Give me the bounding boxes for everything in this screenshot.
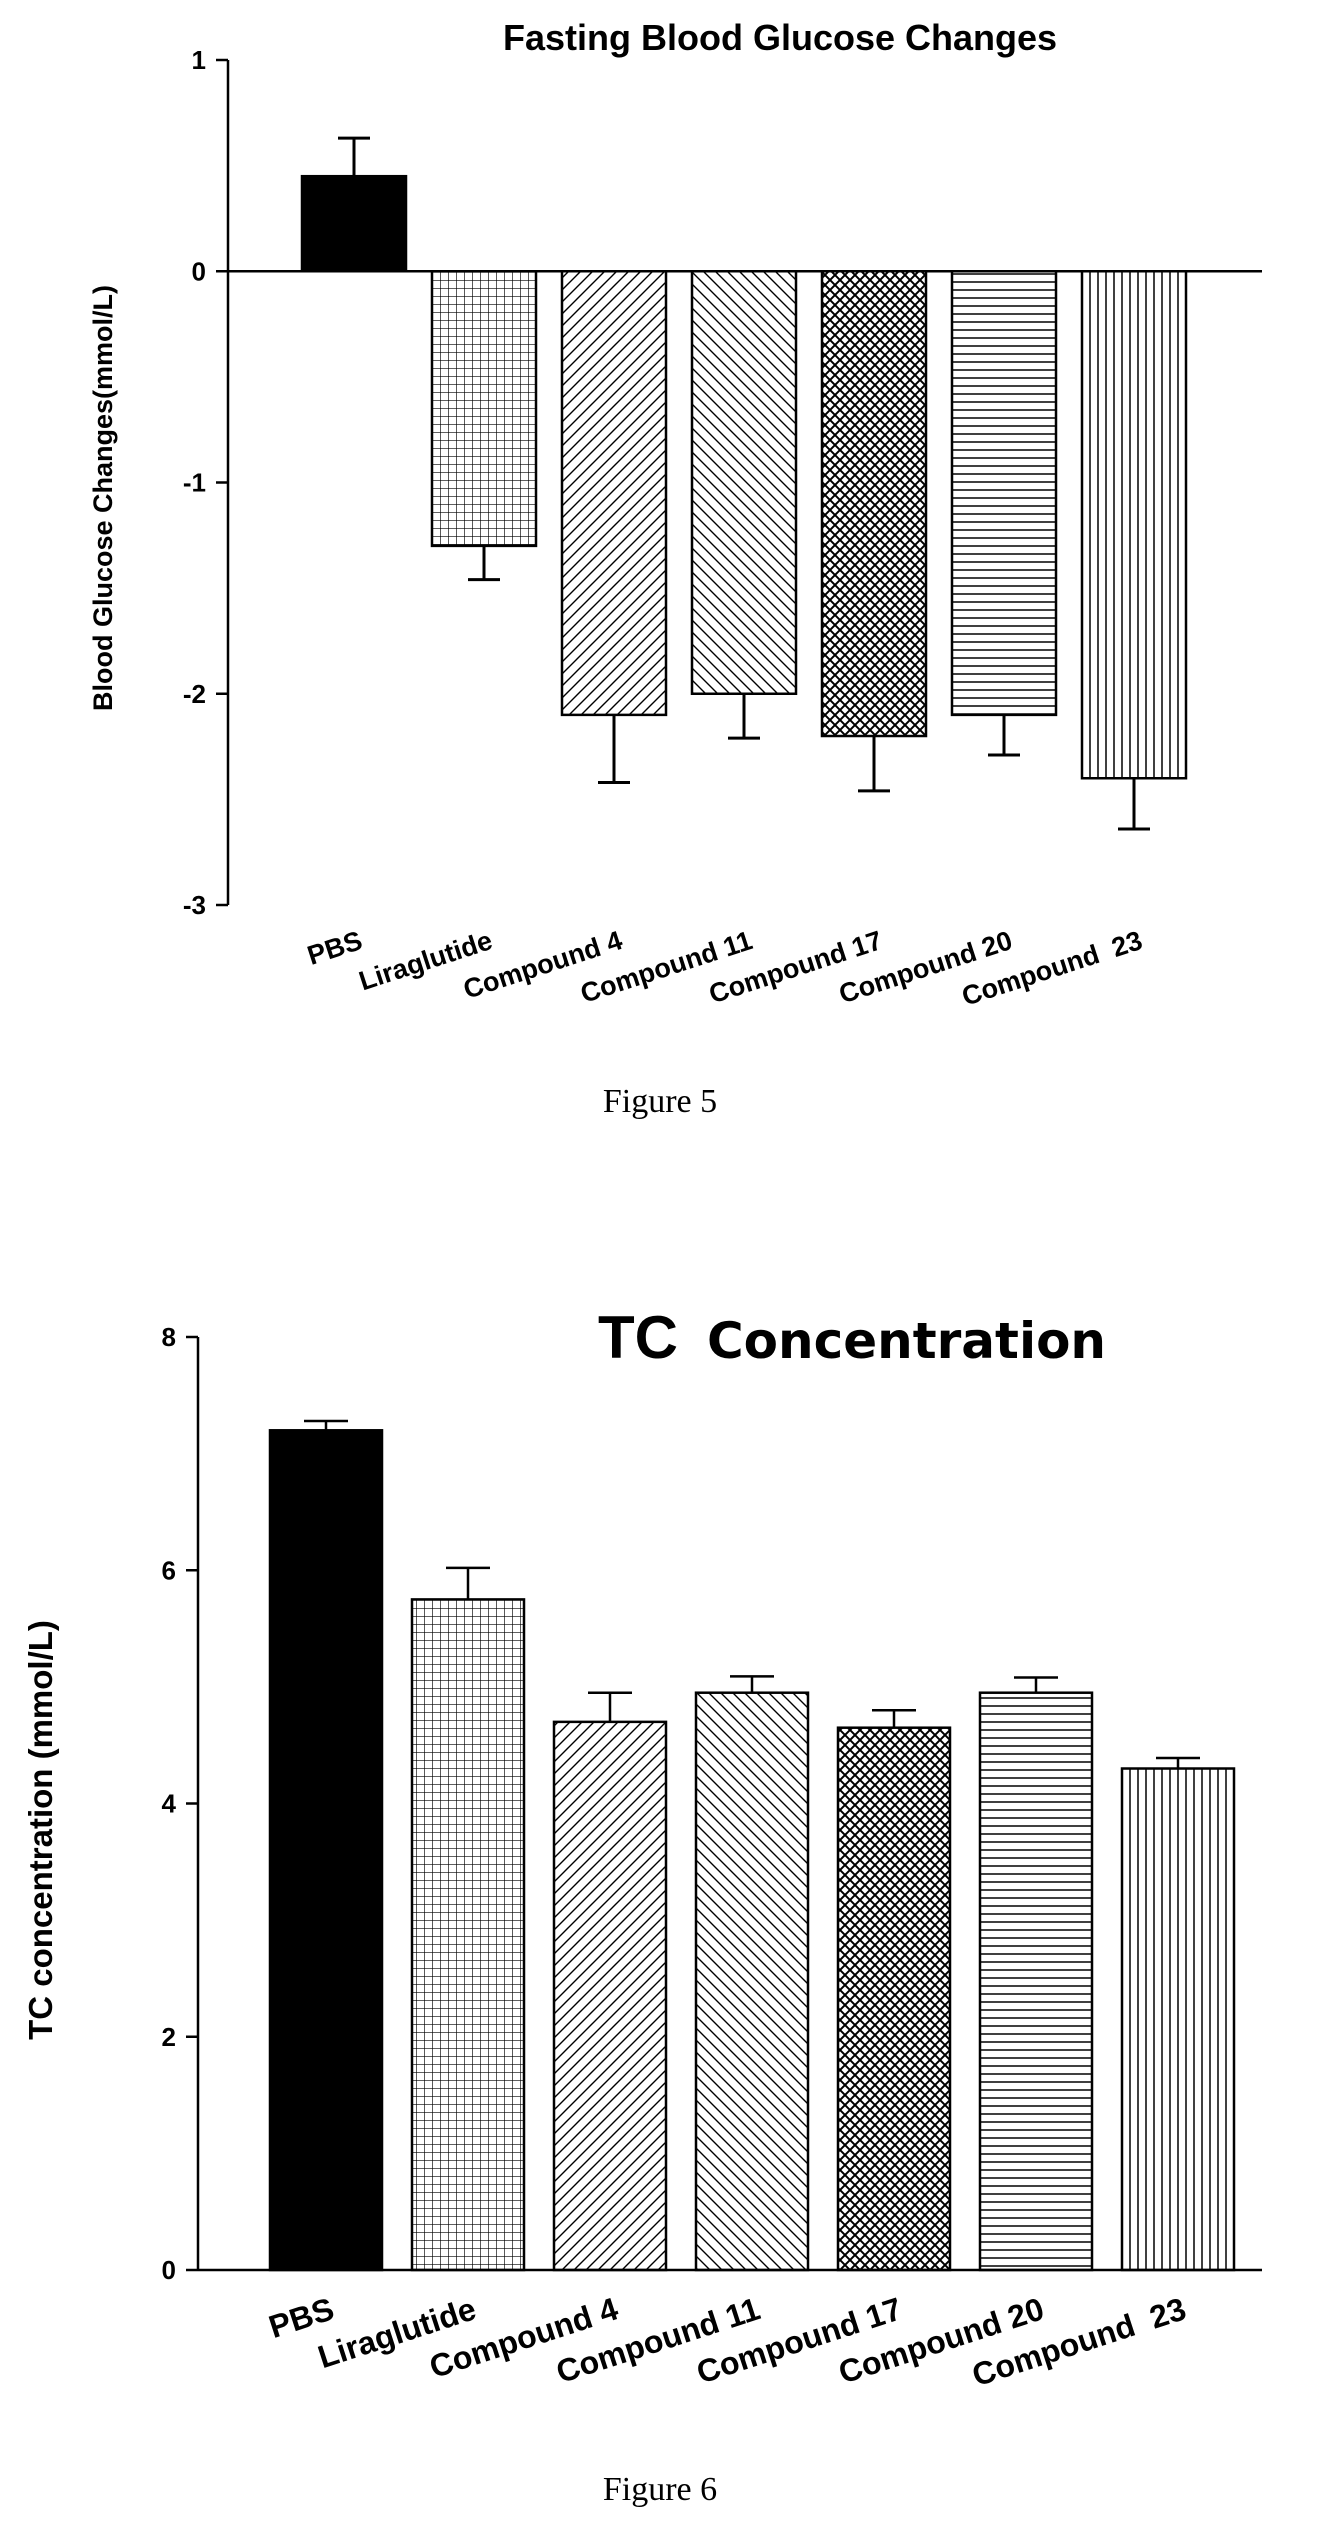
bar [694, 1691, 810, 2272]
bar [1080, 270, 1188, 780]
y-tick-label: 6 [162, 1555, 176, 1585]
y-tick-label: 0 [162, 2255, 176, 2285]
bar [410, 1598, 526, 2272]
x-tick-label: PBS [304, 925, 366, 971]
y-tick-label: -2 [183, 679, 206, 709]
chart-title-part1: TC [598, 1304, 678, 1371]
chart-title: TC Concentration [598, 1304, 1106, 1371]
y-tick-label: 8 [162, 1322, 176, 1352]
y-tick-label: -3 [183, 890, 206, 920]
chart-title-part2: Concentration [707, 1312, 1106, 1370]
bar [300, 174, 408, 273]
bar [1120, 1767, 1236, 2272]
bar [950, 270, 1058, 717]
y-tick-label: 1 [192, 45, 206, 75]
y-tick-label: 4 [162, 1789, 177, 1819]
bar [552, 1720, 668, 2272]
bar [820, 270, 928, 738]
y-tick-label: -1 [183, 468, 206, 498]
figure-caption: Figure 5 [603, 1083, 717, 1120]
bar [836, 1726, 952, 2272]
bar [978, 1691, 1094, 2272]
y-axis-title: Blood Glucose Changes(mmol/L) [88, 285, 118, 711]
chart-title: Fasting Blood Glucose Changes [503, 17, 1057, 58]
bar [690, 270, 798, 695]
bar [268, 1429, 384, 2272]
tc-chart: TC Concentration TC concentration (mmol/… [22, 1304, 1262, 2508]
bar [430, 270, 538, 548]
y-tick-label: 0 [192, 256, 206, 286]
glucose-chart: Fasting Blood Glucose Changes Blood Gluc… [88, 17, 1262, 1120]
y-tick-label: 2 [162, 2022, 176, 2052]
figure-caption: Figure 6 [603, 2471, 717, 2508]
bar [560, 270, 668, 717]
y-axis-title: TC concentration (mmol/L) [22, 1620, 59, 2040]
